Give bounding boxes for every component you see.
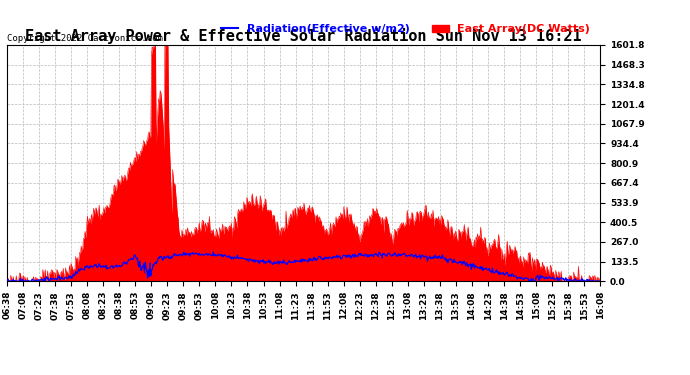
Text: Copyright 2022 Cartronics.com: Copyright 2022 Cartronics.com (7, 34, 163, 43)
Title: East Array Power & Effective Solar Radiation Sun Nov 13 16:21: East Array Power & Effective Solar Radia… (26, 28, 582, 44)
Legend: Radiation(Effective w/m2), East Array(DC Watts): Radiation(Effective w/m2), East Array(DC… (217, 20, 595, 39)
